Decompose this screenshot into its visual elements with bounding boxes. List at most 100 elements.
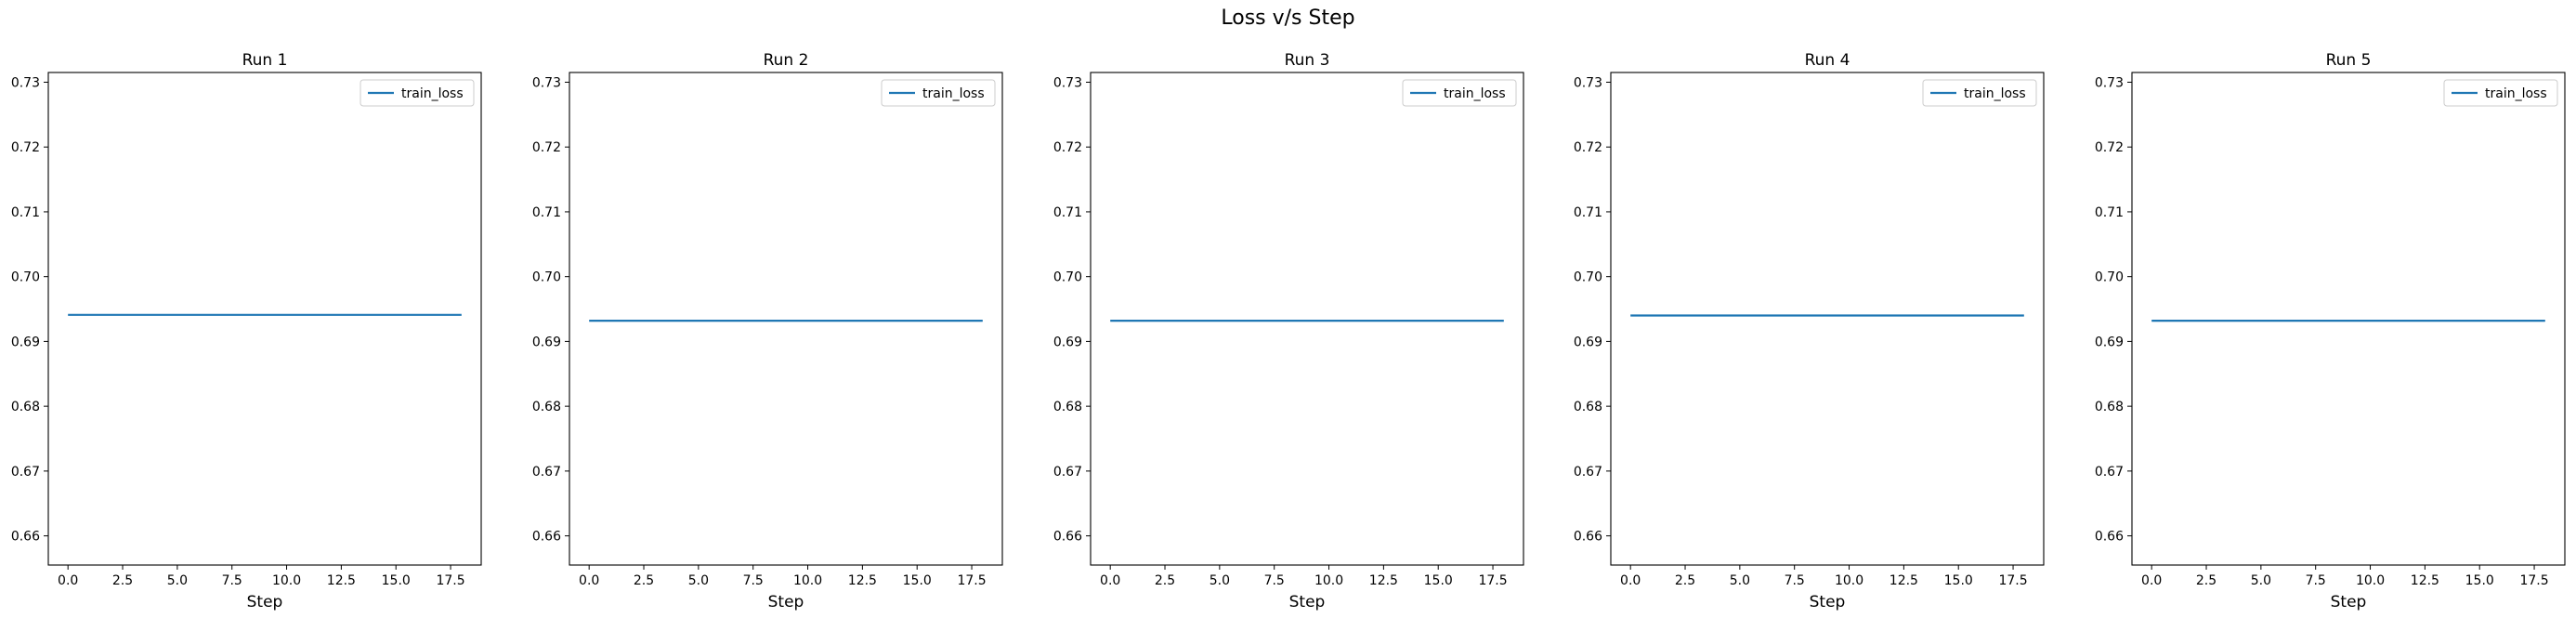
x-tick-label: 0.0: [1100, 573, 1120, 588]
y-tick-label: 0.70: [1053, 270, 1082, 285]
x-tick-label: 2.5: [634, 573, 654, 588]
x-tick-label: 0.0: [2141, 573, 2162, 588]
y-tick-label: 0.73: [1053, 75, 1082, 90]
subplot-title: Run 3: [1285, 51, 1330, 70]
x-tick-label: 2.5: [112, 573, 133, 588]
x-tick-label: 17.5: [1478, 573, 1507, 588]
y-tick-label: 0.66: [1574, 530, 1602, 545]
x-tick-label: 10.0: [1835, 573, 1863, 588]
legend: train_loss: [1922, 79, 2037, 107]
x-tick-label: 7.5: [2306, 573, 2326, 588]
y-tick-label: 0.72: [2095, 140, 2124, 155]
y-tick-label: 0.68: [2095, 400, 2124, 414]
x-tick-label: 7.5: [222, 573, 242, 588]
subplot-2: Run 2 0.0 2.5 5.0 7.5 10.0 12.5 15.0 17.5 0.66 0.6…: [532, 51, 1003, 611]
subplot-grid: Run 1 0.0 2.5 5.0 7.5 10.0 12.5 15.0 17.5 0.66 0.6…: [11, 51, 2566, 611]
legend-label: train_loss: [1964, 86, 2026, 101]
x-tick-label: 10.0: [1314, 573, 1343, 588]
y-tick-label: 0.69: [2095, 335, 2124, 349]
x-tick-label: 2.5: [1155, 573, 1175, 588]
axes-frame: [47, 72, 482, 566]
subplot-4: Run 4 0.0 2.5 5.0 7.5 10.0 12.5 15.0 17.5 0.66 0.6…: [1574, 51, 2045, 611]
x-tick-label: 5.0: [688, 573, 709, 588]
legend-label: train_loss: [401, 86, 464, 101]
subplot-title: Run 2: [764, 51, 809, 70]
y-tick-label: 0.67: [532, 465, 561, 480]
x-tick-label: 17.5: [957, 573, 986, 588]
y-tick-label: 0.69: [11, 335, 40, 349]
y-tick-label: 0.73: [2095, 75, 2124, 90]
x-tick-label: 12.5: [848, 573, 877, 588]
legend: train_loss: [2443, 79, 2558, 107]
x-tick-label: 10.0: [2356, 573, 2385, 588]
x-axis-label: Step: [1289, 593, 1326, 611]
y-tick-label: 0.69: [532, 335, 561, 349]
x-tick-label: 0.0: [579, 573, 599, 588]
legend: train_loss: [881, 79, 996, 107]
x-axis-label: Step: [1810, 593, 1846, 611]
y-tick-label: 0.72: [1574, 140, 1602, 155]
legend: train_loss: [1402, 79, 1517, 107]
x-tick-label: 17.5: [2519, 573, 2548, 588]
y-tick-label: 0.67: [11, 465, 40, 480]
x-tick-label: 7.5: [1785, 573, 1805, 588]
y-tick-label: 0.71: [2095, 205, 2124, 220]
y-tick-label: 0.72: [11, 140, 40, 155]
axes-frame: [569, 72, 1003, 566]
x-tick-label: 5.0: [2251, 573, 2271, 588]
x-axis-label: Step: [768, 593, 804, 611]
legend: train_loss: [360, 79, 475, 107]
x-tick-label: 2.5: [2196, 573, 2216, 588]
x-tick-label: 12.5: [1890, 573, 1918, 588]
x-tick-label: 15.0: [903, 573, 932, 588]
x-tick-label: 7.5: [743, 573, 764, 588]
x-tick-label: 5.0: [1210, 573, 1230, 588]
x-tick-label: 5.0: [167, 573, 188, 588]
x-tick-label: 15.0: [382, 573, 411, 588]
y-tick-label: 0.70: [532, 270, 561, 285]
y-tick-label: 0.66: [1053, 530, 1082, 545]
x-tick-label: 10.0: [272, 573, 301, 588]
legend-box: [2443, 79, 2558, 107]
y-tick-label: 0.70: [1574, 270, 1602, 285]
y-tick-label: 0.71: [1053, 205, 1082, 220]
y-tick-label: 0.71: [1574, 205, 1602, 220]
x-axis-label: Step: [2331, 593, 2367, 611]
axes-frame: [1090, 72, 1524, 566]
axes-frame: [2131, 72, 2566, 566]
y-tick-label: 0.68: [532, 400, 561, 414]
legend-label: train_loss: [922, 86, 985, 101]
x-tick-label: 17.5: [436, 573, 464, 588]
y-tick-label: 0.73: [1574, 75, 1602, 90]
x-tick-label: 12.5: [2411, 573, 2439, 588]
legend-label: train_loss: [2485, 86, 2547, 101]
legend-box: [1922, 79, 2037, 107]
y-tick-label: 0.69: [1574, 335, 1602, 349]
y-tick-label: 0.72: [532, 140, 561, 155]
y-tick-label: 0.71: [11, 205, 40, 220]
y-tick-label: 0.68: [1053, 400, 1082, 414]
legend-box: [881, 79, 996, 107]
x-tick-label: 7.5: [1264, 573, 1285, 588]
y-tick-label: 0.70: [11, 270, 40, 285]
y-tick-label: 0.67: [2095, 465, 2124, 480]
legend-label: train_loss: [1444, 86, 1506, 101]
x-tick-label: 15.0: [2465, 573, 2494, 588]
subplot-title: Run 5: [2326, 51, 2372, 70]
y-tick-label: 0.71: [532, 205, 561, 220]
subplot-title: Run 4: [1805, 51, 1850, 70]
y-tick-label: 0.66: [11, 530, 40, 545]
x-tick-label: 12.5: [327, 573, 356, 588]
subplot-1: Run 1 0.0 2.5 5.0 7.5 10.0 12.5 15.0 17.5 0.66 0.6…: [11, 51, 482, 611]
y-tick-label: 0.68: [1574, 400, 1602, 414]
x-tick-label: 2.5: [1675, 573, 1695, 588]
figure-title: Loss v/s Step: [1221, 7, 1354, 30]
subplot-3: Run 3 0.0 2.5 5.0 7.5 10.0 12.5 15.0 17.5 0.66 0.6…: [1053, 51, 1524, 611]
subplot-5: Run 5 0.0 2.5 5.0 7.5 10.0 12.5 15.0 17.5 0.66 0.6…: [2095, 51, 2566, 611]
x-tick-label: 12.5: [1369, 573, 1398, 588]
y-tick-label: 0.69: [1053, 335, 1082, 349]
x-axis-label: Step: [247, 593, 283, 611]
y-tick-label: 0.72: [1053, 140, 1082, 155]
